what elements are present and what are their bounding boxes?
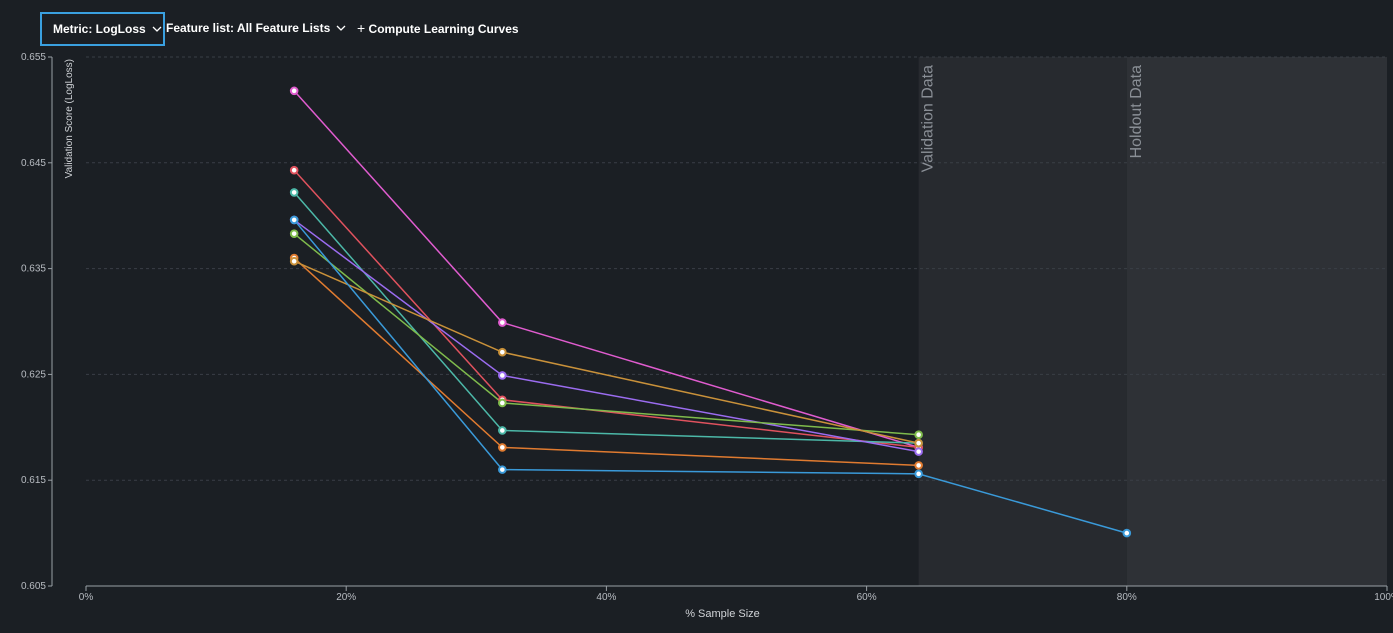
compute-label: Compute Learning Curves bbox=[368, 22, 519, 36]
band bbox=[918, 57, 1127, 586]
band-label: Holdout Data bbox=[1128, 65, 1145, 158]
plus-icon: + bbox=[357, 20, 366, 36]
feature-list-label: Feature list: All Feature Lists bbox=[166, 21, 331, 35]
y-tick-label: 0.605 bbox=[21, 581, 46, 592]
band-label: Validation Data bbox=[920, 65, 937, 172]
chevron bbox=[336, 25, 346, 31]
data-point bbox=[498, 443, 507, 452]
data-point bbox=[914, 447, 923, 456]
feature-list-dropdown[interactable]: Feature list: All Feature Lists bbox=[166, 13, 346, 43]
x-tick-label: 40% bbox=[596, 592, 616, 603]
data-point bbox=[914, 469, 923, 479]
data-point bbox=[498, 347, 507, 357]
data-point bbox=[498, 398, 507, 408]
y-axis-label: Validation Score (LogLoss) bbox=[64, 59, 75, 178]
band bbox=[1126, 57, 1387, 586]
x-tick-label: 60% bbox=[857, 592, 877, 603]
compute-button[interactable]: + Compute Learning Curves bbox=[357, 13, 519, 43]
y-tick-label: 0.625 bbox=[21, 369, 46, 380]
data-point bbox=[498, 465, 507, 474]
x-tick-label: 80% bbox=[1117, 592, 1137, 603]
data-point bbox=[289, 86, 299, 96]
chevron bbox=[152, 26, 162, 32]
y-tick-label: 0.645 bbox=[21, 158, 46, 169]
data-point bbox=[289, 188, 299, 197]
data-point bbox=[498, 426, 507, 435]
data-point bbox=[914, 438, 923, 448]
data-point bbox=[289, 165, 299, 175]
series-line bbox=[293, 219, 1128, 534]
x-tick-label: 100% bbox=[1374, 592, 1393, 603]
metric-label: Metric: LogLoss bbox=[53, 22, 146, 36]
x-axis-label: % Sample Size bbox=[685, 608, 760, 620]
data-point bbox=[289, 229, 299, 238]
metric-dropdown[interactable]: Metric: LogLoss bbox=[40, 12, 165, 46]
data-point bbox=[498, 318, 507, 327]
data-point bbox=[289, 256, 299, 266]
data-point bbox=[498, 371, 507, 380]
x-tick-label: 0% bbox=[79, 592, 94, 603]
data-point bbox=[914, 461, 923, 470]
y-tick-label: 0.635 bbox=[21, 264, 46, 275]
data-point bbox=[289, 215, 299, 225]
data-point bbox=[914, 430, 923, 440]
y-tick-label: 0.615 bbox=[21, 475, 46, 486]
x-tick-label: 20% bbox=[336, 592, 356, 603]
data-point bbox=[1122, 528, 1132, 538]
y-tick-label: 0.655 bbox=[21, 52, 46, 63]
